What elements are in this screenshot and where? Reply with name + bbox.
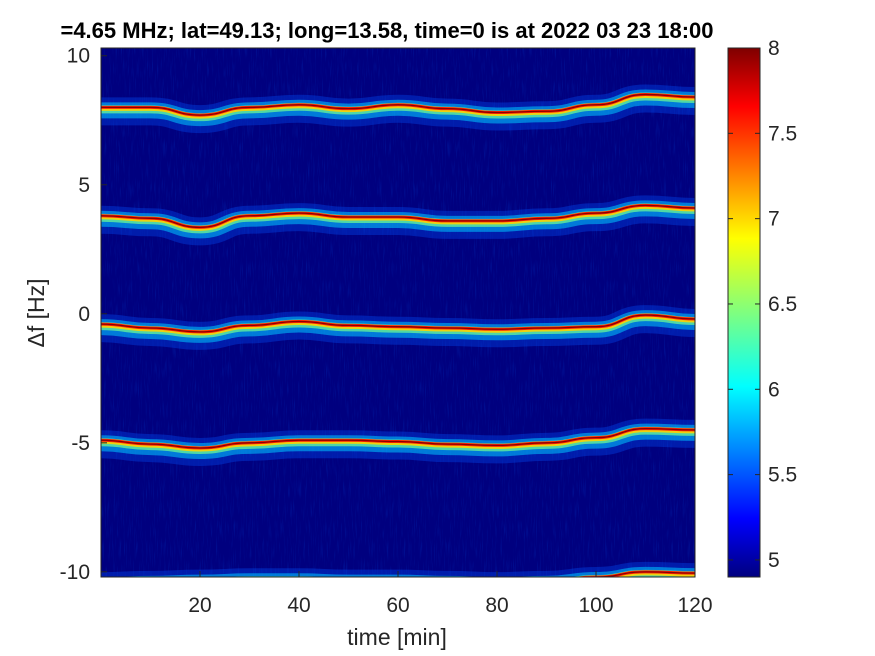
y-tick-label: 0	[78, 303, 90, 326]
trace-1-layer-6	[101, 93, 695, 116]
colorbar-tick-label: 8	[768, 37, 780, 60]
y-axis: 10 5 0 -5 -10	[60, 45, 107, 584]
x-tick-label: 20	[188, 594, 211, 617]
colorbar-tick-label: 7.5	[768, 122, 797, 145]
plot-area	[101, 48, 695, 577]
trace-band-1	[101, 84, 695, 134]
trace-layer	[101, 84, 695, 577]
x-tick-label: 120	[677, 594, 712, 617]
colorbar-tick-label: 6	[768, 378, 780, 401]
x-axis: 20 40 60 80 100 120	[188, 571, 713, 617]
x-tick-label: 100	[578, 594, 613, 617]
colorbar-ticks: 8 7.5 7 6.5 6 5.5 5	[728, 37, 797, 572]
y-tick-label: 10	[67, 45, 90, 68]
trace-3-layer-6	[101, 314, 695, 333]
trace-4-layer-6	[101, 427, 695, 449]
y-tick-label: 5	[78, 174, 90, 197]
trace-2-layer-6	[101, 204, 695, 228]
colorbar-tick-label: 5	[768, 549, 780, 572]
colorbar-tick-label: 6.5	[768, 293, 797, 316]
trace-band-4	[101, 418, 695, 466]
x-tick-label: 80	[485, 594, 508, 617]
colorbar: 8 7.5 7 6.5 6 5.5 5	[727, 37, 797, 578]
x-tick-label: 40	[287, 594, 310, 617]
y-tick-label: -10	[60, 561, 90, 584]
colorbar-tick-label: 7	[768, 208, 780, 231]
trace-band-2	[101, 195, 695, 246]
plot-frame	[100, 47, 696, 578]
y-tick-label: -5	[71, 432, 90, 455]
noise-texture	[101, 48, 695, 577]
colorbar-tick-label: 5.5	[768, 464, 797, 487]
chart-title: =4.65 MHz; lat=49.13; long=13.58, time=0…	[60, 18, 713, 43]
trace-band-3	[101, 305, 695, 350]
y-axis-label: Δf [Hz]	[23, 278, 49, 347]
x-axis-label: time [min]	[347, 624, 447, 650]
colorbar-gradient	[727, 47, 761, 578]
x-tick-label: 60	[386, 594, 409, 617]
